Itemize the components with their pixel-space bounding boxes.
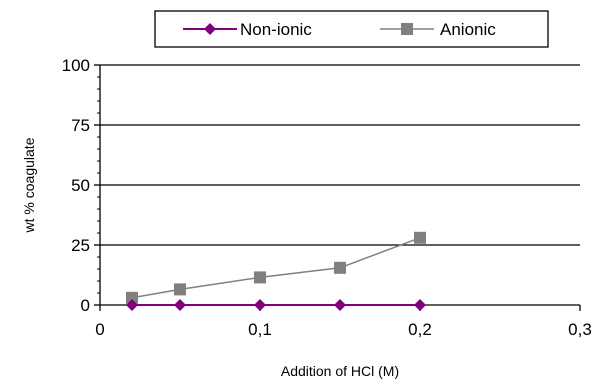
x-axis-title: Addition of HCl (M) — [281, 363, 399, 379]
x-tick-label: 0,3 — [568, 320, 592, 339]
data-point-anionic — [254, 271, 266, 283]
x-tick-labels: 0 0,1 0,2 0,3 — [95, 320, 592, 339]
series-layer — [126, 232, 426, 311]
gridlines — [100, 65, 580, 245]
y-axis-title: wt % coagulate — [21, 137, 37, 233]
data-point-non-ionic — [334, 299, 346, 311]
legend: Non-ionic Anionic — [155, 11, 548, 47]
series-non-ionic — [126, 299, 426, 311]
y-tick-label: 100 — [62, 56, 90, 75]
y-tick-label: 0 — [81, 296, 90, 315]
y-tick-labels: 0 25 50 75 100 — [62, 56, 90, 315]
y-tick-label: 50 — [71, 176, 90, 195]
y-tick-label: 75 — [71, 116, 90, 135]
data-point-non-ionic — [414, 299, 426, 311]
y-minor-ticks — [94, 65, 100, 305]
legend-marker-anionic — [401, 23, 413, 35]
data-point-non-ionic — [254, 299, 266, 311]
x-tick-label: 0,1 — [248, 320, 272, 339]
data-point-anionic — [334, 262, 346, 274]
y-tick-label: 25 — [71, 236, 90, 255]
plot-area: 0 25 50 75 100 0 0,1 0,2 0,3 — [62, 56, 592, 339]
data-point-non-ionic — [174, 299, 186, 311]
series-anionic — [126, 232, 426, 304]
x-tick-label: 0,2 — [408, 320, 432, 339]
x-tick-label: 0 — [95, 320, 104, 339]
data-point-anionic — [174, 283, 186, 295]
legend-label-non-ionic: Non-ionic — [240, 20, 312, 39]
data-point-anionic — [414, 232, 426, 244]
legend-label-anionic: Anionic — [440, 20, 496, 39]
